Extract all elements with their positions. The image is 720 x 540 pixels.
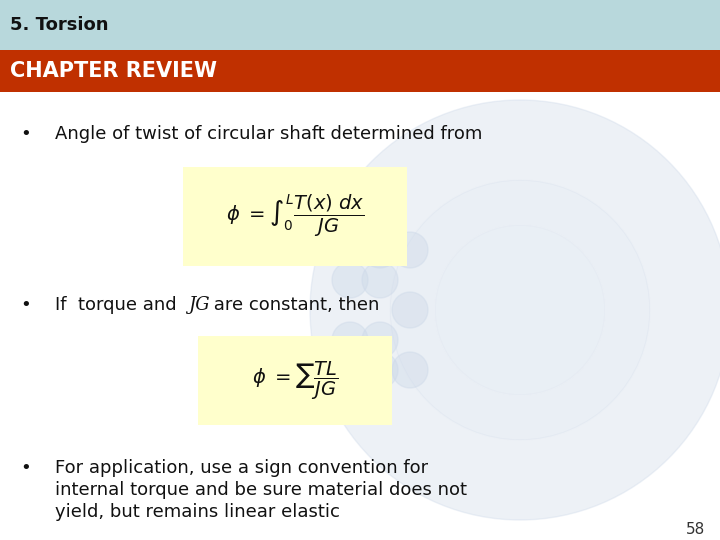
FancyBboxPatch shape <box>183 166 407 266</box>
Text: If  torque and: If torque and <box>55 296 182 314</box>
FancyBboxPatch shape <box>198 336 392 425</box>
Circle shape <box>392 352 428 388</box>
Text: internal torque and be sure material does not: internal torque and be sure material doe… <box>55 481 467 499</box>
Text: 5. Torsion: 5. Torsion <box>10 16 109 34</box>
Text: •: • <box>20 296 31 314</box>
Text: •: • <box>20 459 31 477</box>
Circle shape <box>332 262 368 298</box>
Text: $\phi\ =\int_0^L \dfrac{T(x)\ dx}{JG}$: $\phi\ =\int_0^L \dfrac{T(x)\ dx}{JG}$ <box>225 193 364 239</box>
Circle shape <box>435 225 605 395</box>
Circle shape <box>362 322 398 358</box>
Circle shape <box>362 232 398 268</box>
Text: Angle of twist of circular shaft determined from: Angle of twist of circular shaft determi… <box>55 125 482 143</box>
Text: $\phi\ =\sum \dfrac{TL}{JG}$: $\phi\ =\sum \dfrac{TL}{JG}$ <box>252 360 338 402</box>
Circle shape <box>390 180 650 440</box>
Circle shape <box>310 100 720 520</box>
Text: For application, use a sign convention for: For application, use a sign convention f… <box>55 459 428 477</box>
Text: yield, but remains linear elastic: yield, but remains linear elastic <box>55 503 340 521</box>
Circle shape <box>392 292 428 328</box>
Circle shape <box>362 352 398 388</box>
Circle shape <box>392 232 428 268</box>
Circle shape <box>390 180 650 440</box>
Circle shape <box>362 262 398 298</box>
Text: are constant, then: are constant, then <box>208 296 379 314</box>
Text: CHAPTER REVIEW: CHAPTER REVIEW <box>10 61 217 81</box>
Text: •: • <box>20 125 31 143</box>
Bar <box>0 50 720 92</box>
Text: 58: 58 <box>685 523 705 537</box>
Bar <box>0 0 720 50</box>
Circle shape <box>332 322 368 358</box>
Circle shape <box>435 225 605 395</box>
Text: JG: JG <box>188 296 210 314</box>
